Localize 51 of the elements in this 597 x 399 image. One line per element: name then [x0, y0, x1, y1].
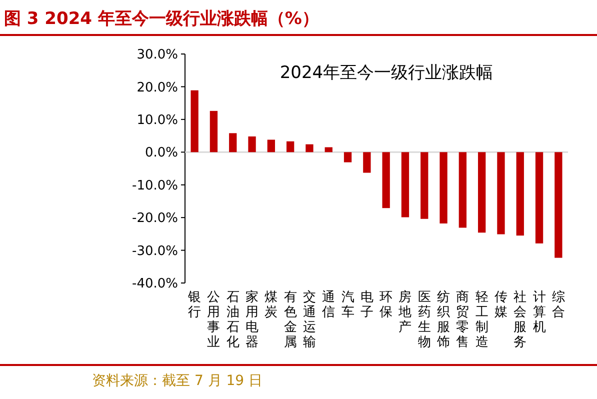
chart-title: 图 3 2024 年至今一级行业涨跌幅（%） [4, 9, 319, 29]
bar [190, 90, 198, 152]
bar [324, 147, 332, 152]
y-tick-label: -10.0% [132, 178, 178, 194]
x-tick-label: 有色金属 [284, 290, 297, 350]
bar [363, 152, 371, 173]
y-tick-label: 0.0% [144, 146, 178, 161]
bar [478, 152, 486, 233]
y-tick-label: 10.0% [136, 112, 178, 128]
x-tick-label: 纺织服饰 [436, 290, 450, 350]
x-tick-label: 综合 [552, 290, 565, 320]
bar [401, 152, 410, 218]
bar [382, 152, 390, 208]
bar [229, 133, 237, 152]
x-tick-label: 商贸零售 [456, 290, 470, 350]
x-tick-label: 计算机 [532, 290, 546, 335]
bar [248, 136, 256, 152]
bar [420, 152, 428, 219]
x-tick-label: 汽车 [341, 290, 354, 320]
x-tick-label: 通信 [322, 290, 336, 320]
x-tick-label: 石油石化 [226, 290, 240, 350]
x-tick-label: 家用电器 [246, 289, 259, 350]
x-tick-label: 公用事业 [207, 290, 220, 350]
bar [440, 152, 448, 224]
bar [497, 152, 505, 234]
bar [210, 110, 218, 152]
y-tick-label: 20.0% [136, 80, 178, 96]
bar [344, 152, 352, 162]
x-tick-label: 环保 [380, 290, 393, 320]
bar [286, 141, 294, 152]
x-tick-label: 房地产 [398, 289, 412, 335]
x-tick-label: 轻工制造 [475, 290, 488, 350]
y-tick-label: -20.0% [132, 211, 178, 226]
bar [535, 152, 544, 244]
x-tick-label: 医药生物 [418, 290, 431, 350]
x-tick-label: 社会服务 [514, 290, 527, 350]
x-tick-label: 银行 [187, 290, 202, 320]
bar [306, 144, 314, 152]
x-tick-label: 煤炭 [264, 290, 278, 320]
y-tick-label: -30.0% [132, 244, 178, 259]
bar [516, 152, 524, 236]
y-tick-label: -40.0% [132, 276, 178, 292]
bar [458, 152, 467, 228]
text: 2024年至今一级行业涨跌幅 [280, 63, 494, 83]
x-tick-label: 传媒 [494, 290, 508, 320]
text: 资料来源：截至 7 月 19 日 [92, 373, 263, 389]
bar [267, 140, 276, 152]
y-tick-label: 30.0% [136, 48, 178, 63]
bar [554, 152, 562, 258]
x-tick-label: 电子 [360, 290, 374, 320]
x-tick-label: 交通运输 [302, 289, 316, 350]
